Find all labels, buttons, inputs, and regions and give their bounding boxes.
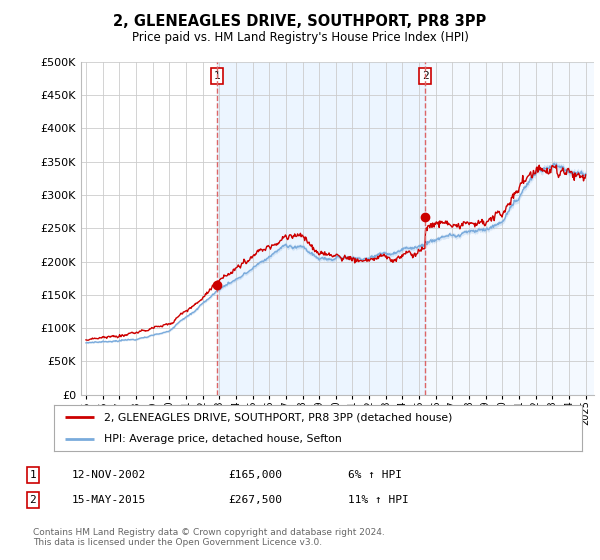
Text: 2: 2 [29,495,37,505]
Text: 6% ↑ HPI: 6% ↑ HPI [348,470,402,480]
Text: 15-MAY-2015: 15-MAY-2015 [72,495,146,505]
Text: HPI: Average price, detached house, Sefton: HPI: Average price, detached house, Seft… [104,435,342,444]
Bar [217,62,425,395]
Text: £165,000: £165,000 [228,470,282,480]
Text: £267,500: £267,500 [228,495,282,505]
Text: 1: 1 [214,71,221,81]
Text: 2: 2 [422,71,428,81]
Text: 2, GLENEAGLES DRIVE, SOUTHPORT, PR8 3PP (detached house): 2, GLENEAGLES DRIVE, SOUTHPORT, PR8 3PP … [104,412,452,422]
Text: 1: 1 [29,470,37,480]
Text: 2, GLENEAGLES DRIVE, SOUTHPORT, PR8 3PP: 2, GLENEAGLES DRIVE, SOUTHPORT, PR8 3PP [113,14,487,29]
Text: 11% ↑ HPI: 11% ↑ HPI [348,495,409,505]
Bar [425,62,600,395]
Text: Contains HM Land Registry data © Crown copyright and database right 2024.
This d: Contains HM Land Registry data © Crown c… [33,528,385,547]
Text: 12-NOV-2002: 12-NOV-2002 [72,470,146,480]
Text: Price paid vs. HM Land Registry's House Price Index (HPI): Price paid vs. HM Land Registry's House … [131,31,469,44]
